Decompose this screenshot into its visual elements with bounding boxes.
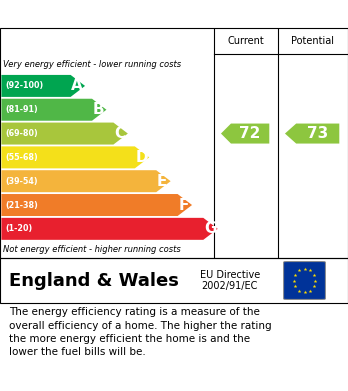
Text: Current: Current <box>228 36 264 46</box>
Text: The energy efficiency rating is a measure of the
overall efficiency of a home. T: The energy efficiency rating is a measur… <box>9 307 271 357</box>
Text: Not energy efficient - higher running costs: Not energy efficient - higher running co… <box>3 245 181 254</box>
Text: A: A <box>71 79 83 93</box>
Text: (69-80): (69-80) <box>6 129 38 138</box>
Text: (1-20): (1-20) <box>6 224 33 233</box>
Text: (55-68): (55-68) <box>6 153 38 162</box>
Text: 73: 73 <box>307 126 329 141</box>
Text: G: G <box>204 221 216 236</box>
Text: C: C <box>114 126 125 141</box>
Text: B: B <box>93 102 104 117</box>
Text: Very energy efficient - lower running costs: Very energy efficient - lower running co… <box>3 60 181 69</box>
FancyBboxPatch shape <box>284 262 325 300</box>
Polygon shape <box>1 170 171 192</box>
Polygon shape <box>221 124 269 143</box>
Polygon shape <box>1 99 106 121</box>
Text: (21-38): (21-38) <box>6 201 38 210</box>
Text: (81-91): (81-91) <box>6 105 38 114</box>
Polygon shape <box>1 146 149 169</box>
Polygon shape <box>1 218 218 240</box>
Text: (39-54): (39-54) <box>6 177 38 186</box>
Text: F: F <box>178 197 189 213</box>
Text: D: D <box>135 150 148 165</box>
Polygon shape <box>1 194 192 216</box>
Polygon shape <box>1 122 128 145</box>
Text: England & Wales: England & Wales <box>9 271 179 289</box>
Text: Potential: Potential <box>292 36 334 46</box>
Polygon shape <box>285 124 339 143</box>
Polygon shape <box>1 75 85 97</box>
Text: (92-100): (92-100) <box>6 81 44 90</box>
Text: Energy Efficiency Rating: Energy Efficiency Rating <box>9 7 211 22</box>
Text: 72: 72 <box>239 126 261 141</box>
Text: E: E <box>157 174 167 189</box>
Text: EU Directive
2002/91/EC: EU Directive 2002/91/EC <box>199 270 260 291</box>
